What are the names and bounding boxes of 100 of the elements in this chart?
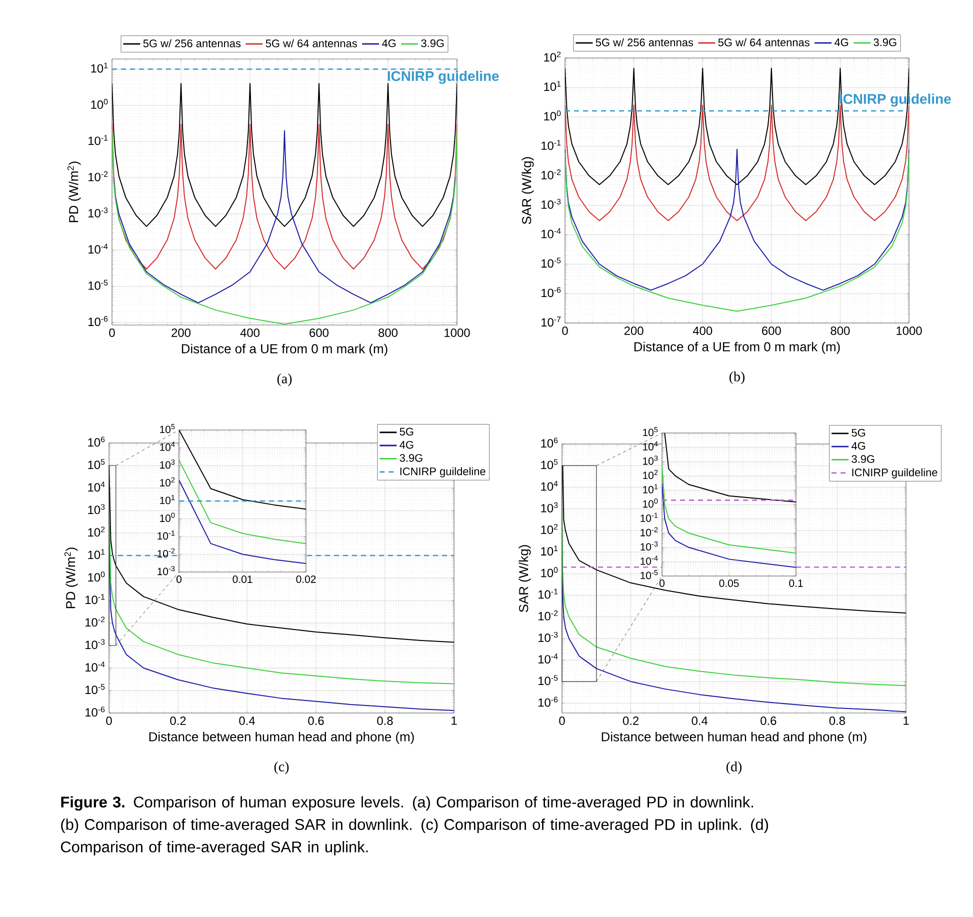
legend-label: 5G w/ 256 antennas	[143, 39, 241, 48]
y-tick-label: 10$^{-4}$	[542, 228, 561, 238]
x-axis-title: Distance of a UE from 0 m mark (m)	[634, 342, 840, 354]
x-tick-label: 0.05	[719, 580, 739, 587]
y-tick-label: 10$^{-6}$	[542, 287, 561, 298]
x-tick-label: 0.02	[296, 576, 316, 583]
y-tick-label: 10$^{-5}$	[538, 675, 558, 686]
legend-label: 5G w/ 256 antennas	[596, 38, 694, 46]
x-tick-label: 800	[830, 326, 850, 335]
x-tick-label: 800	[378, 328, 398, 337]
y-tick-label: 10$^{-1}$	[542, 140, 561, 150]
legend-label: 5G w/ 64 antennas	[718, 38, 810, 46]
y-tick-label: 10$^{2}$	[541, 524, 558, 534]
y-tick-label: 10$^{3}$	[541, 502, 558, 512]
legend-label: 5G	[852, 428, 866, 437]
y-tick-label: 10$^{-1}$	[158, 530, 175, 540]
y-tick-label: 10$^{-3}$	[158, 566, 175, 576]
line-series	[664, 433, 796, 502]
x-tick-label: 200	[172, 328, 191, 337]
y-axis-title: PD (W/m$^{2}$)	[64, 548, 78, 608]
x-tick-label: 0.1	[789, 580, 803, 587]
legend-label: 3.9G	[874, 38, 896, 46]
x-tick-label: 0.4	[692, 716, 708, 725]
legend-label: 3.9G	[400, 454, 422, 462]
x-tick-label: 600	[762, 326, 781, 335]
y-tick-label: 10$^{-5}$	[86, 684, 105, 694]
x-tick-label: 0.6	[760, 716, 776, 725]
y-tick-label: 10$^{-3}$	[538, 632, 558, 642]
y-tick-label: 10$^{-2}$	[158, 548, 175, 558]
y-tick-label: 10$^{-6}$	[538, 696, 558, 707]
y-tick-label: 10$^{3}$	[88, 504, 105, 514]
line-series	[179, 430, 306, 510]
y-tick-label: 10$^{-5}$	[88, 280, 108, 290]
y-tick-label: 10$^{-5}$	[542, 258, 561, 268]
text: (c)	[274, 762, 289, 774]
legend-label: ICNIRP guildeline	[852, 468, 938, 478]
y-tick-label: 10$^{3}$	[643, 456, 658, 465]
y-tick-label: 10$^{-3}$	[88, 207, 108, 218]
y-tick-label: 10$^{1}$	[544, 81, 561, 92]
text: (a)	[277, 374, 292, 386]
legend-label: 4G	[382, 39, 396, 48]
y-tick-label: 10$^{-3}$	[640, 541, 658, 551]
text: (b)	[729, 372, 745, 384]
y-tick-label: 10$^{5}$	[160, 424, 175, 434]
y-tick-label: 10$^{5}$	[643, 427, 658, 436]
y-tick-label: 10$^{-1}$	[88, 135, 108, 146]
line-series	[662, 482, 796, 568]
y-tick-label: 10$^{6}$	[541, 438, 558, 448]
y-tick-label: 10$^{1}$	[88, 549, 105, 560]
y-tick-label: 10$^{3}$	[160, 460, 175, 469]
text: Figure 3. Comparison of human exposure levels. (a) Comparison of time-averaged PD in downlink. (b) Comparison of time-averaged SAR in downlink. (c) Comparison of time-averaged PD in uplink. (d) Comparison of time-averaged SAR in uplink.	[60, 796, 768, 856]
x-tick-label: 0.2	[170, 716, 186, 725]
y-tick-label: 10$^{-4}$	[640, 556, 658, 565]
y-tick-label: 10$^{-3}$	[542, 198, 561, 209]
x-tick-label: 400	[240, 328, 260, 337]
y-tick-label: 10$^{0}$	[541, 567, 558, 578]
y-tick-label: 10$^{-2}$	[640, 527, 658, 536]
legend-label: 5G	[400, 428, 414, 436]
y-tick-label: 10$^{0}$	[160, 512, 175, 522]
line-series	[112, 124, 458, 270]
line-series	[179, 460, 306, 544]
x-tick-label: 0.2	[622, 716, 639, 725]
x-tick-label: 0.8	[829, 716, 845, 725]
legend-label: 3.9G	[852, 455, 874, 463]
y-tick-label: 10$^{-2}$	[538, 610, 558, 620]
y-tick-label: 10$^{2}$	[88, 526, 105, 537]
x-tick-label: 0	[660, 580, 665, 587]
legend-label: 4G	[834, 38, 848, 46]
y-tick-label: 10$^{5}$	[88, 459, 105, 470]
y-tick-label: 10$^{4}$	[541, 480, 558, 491]
x-tick-label: 0.01	[232, 576, 252, 583]
y-tick-label: 10$^{-3}$	[86, 639, 105, 650]
line-series	[662, 465, 796, 554]
x-tick-label: 1	[452, 716, 457, 725]
y-tick-label: 10$^{-2}$	[88, 171, 108, 182]
y-tick-label: 10$^{-4}$	[88, 244, 108, 254]
y-tick-label: 10$^{1}$	[541, 546, 558, 556]
x-tick-label: 0	[106, 716, 112, 725]
line-series	[179, 480, 306, 564]
line-series	[112, 82, 458, 227]
x-tick-label: 1	[904, 716, 909, 725]
y-tick-label: 10$^{-6}$	[86, 706, 105, 717]
x-tick-label: 0	[109, 328, 115, 337]
y-axis-title: SAR (W/kg)	[522, 157, 534, 224]
x-axis-title: Distance of a UE from 0 m mark (m)	[182, 344, 388, 356]
x-tick-label: 400	[692, 326, 712, 335]
y-tick-label: 10$^{-6}$	[88, 316, 108, 326]
y-tick-label: 10$^{1}$	[643, 484, 658, 494]
y-tick-label: 10$^{6}$	[88, 436, 105, 447]
y-tick-label: 10$^{1}$	[160, 495, 175, 504]
x-tick-label: 0	[559, 716, 565, 725]
y-tick-label: 10$^{5}$	[541, 459, 558, 470]
y-tick-label: 10$^{2}$	[160, 477, 175, 486]
y-tick-label: 10$^{0}$	[544, 110, 561, 120]
y-tick-label: 10$^{4}$	[643, 441, 658, 450]
y-tick-label: 10$^{-2}$	[542, 169, 561, 180]
y-tick-label: 10$^{0}$	[91, 98, 108, 109]
y-tick-label: 10$^{-7}$	[542, 316, 561, 327]
y-tick-label: 10$^{2}$	[643, 470, 658, 480]
ref-line-label: ICNIRP guideline	[388, 70, 499, 84]
